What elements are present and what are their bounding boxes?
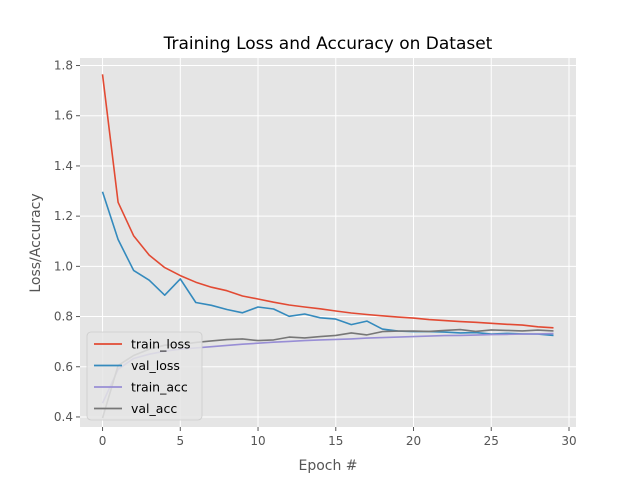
y-tick-label: 1.6 (54, 109, 73, 123)
y-axis-label: Loss/Accuracy (28, 193, 44, 292)
y-tick-label: 0.6 (54, 360, 73, 374)
y-tick-label: 1.4 (54, 159, 73, 173)
x-tick-label: 25 (484, 434, 499, 448)
y-tick-label: 0.8 (54, 310, 73, 324)
x-axis-label: Epoch # (298, 458, 357, 474)
legend-label: val_acc (131, 401, 177, 416)
y-tick-label: 0.4 (54, 410, 73, 424)
grid-lines (80, 58, 576, 427)
axis-ticks: 0 5 10 15 20 25 30 0.4 0.6 0.8 1.0 1.2 1.4 1.6 1.8 (54, 59, 577, 448)
legend-label: train_loss (131, 337, 191, 352)
legend-label: val_loss (131, 358, 180, 373)
x-tick-label: 30 (561, 434, 576, 448)
chart-title: Training Loss and Accuracy on Dataset (163, 34, 493, 54)
y-tick-label: 1.0 (54, 259, 73, 273)
legend-box (86, 331, 203, 421)
legend: train_loss val_loss train_acc val_acc (86, 331, 203, 421)
y-tick-label: 1.8 (54, 59, 73, 73)
series-line-val-loss (101, 191, 554, 337)
x-tick-label: 0 (99, 434, 107, 448)
x-tick-label: 20 (406, 434, 421, 448)
series-line-train-loss (101, 74, 554, 329)
x-tick-label: 5 (176, 434, 184, 448)
x-tick-label: 15 (328, 434, 343, 448)
y-tick-label: 1.2 (54, 209, 73, 223)
legend-label: train_acc (131, 380, 188, 395)
x-tick-label: 10 (250, 434, 265, 448)
